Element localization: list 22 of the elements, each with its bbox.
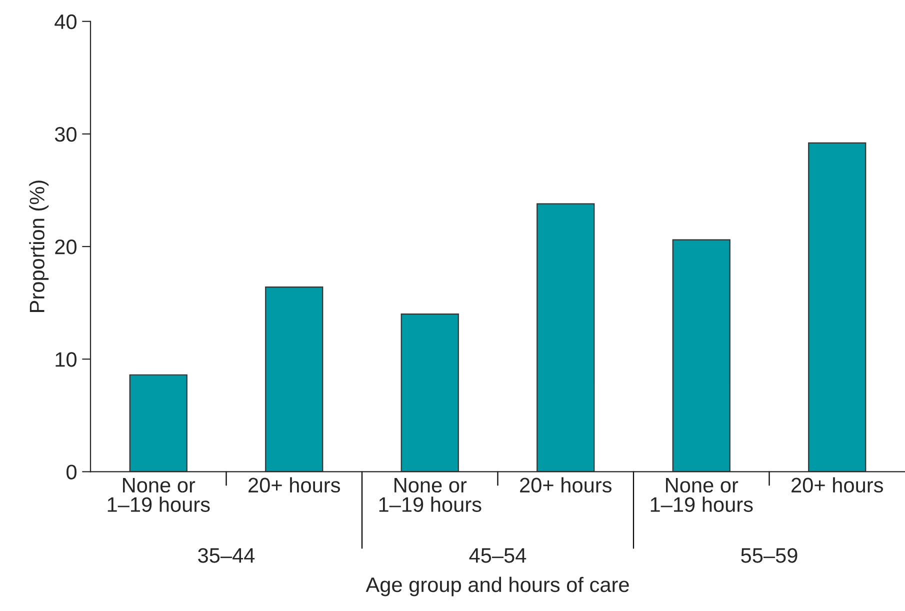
y-tick-label: 20	[55, 240, 76, 254]
x-tick-label: 20+ hours	[248, 477, 340, 493]
text: 45–54	[469, 548, 526, 563]
bar	[672, 239, 730, 472]
y-axis-title: Proportion (%)	[29, 180, 49, 312]
bar	[265, 286, 324, 472]
x-tick-label: None or 1–19 hours	[108, 478, 210, 512]
bar	[400, 314, 459, 472]
x-axis-title: Age group and hours of care	[366, 576, 629, 596]
text: 35–44	[198, 548, 255, 563]
bar	[808, 142, 866, 472]
y-tick-label: 10	[56, 352, 76, 367]
bar	[536, 203, 595, 472]
x-tick-label: None or 1–19 hours	[650, 478, 753, 512]
x-tick-label: 20+ hours	[792, 477, 883, 493]
x-tick-label: None or 1–19 hours	[379, 478, 482, 512]
bar	[129, 374, 188, 472]
text: 55–59	[741, 548, 798, 563]
y-tick-label: 30	[54, 126, 76, 142]
y-tick-label: 40	[54, 14, 76, 30]
x-tick-label: 20+ hours	[520, 477, 612, 493]
y-tick-label: 0	[66, 464, 76, 480]
